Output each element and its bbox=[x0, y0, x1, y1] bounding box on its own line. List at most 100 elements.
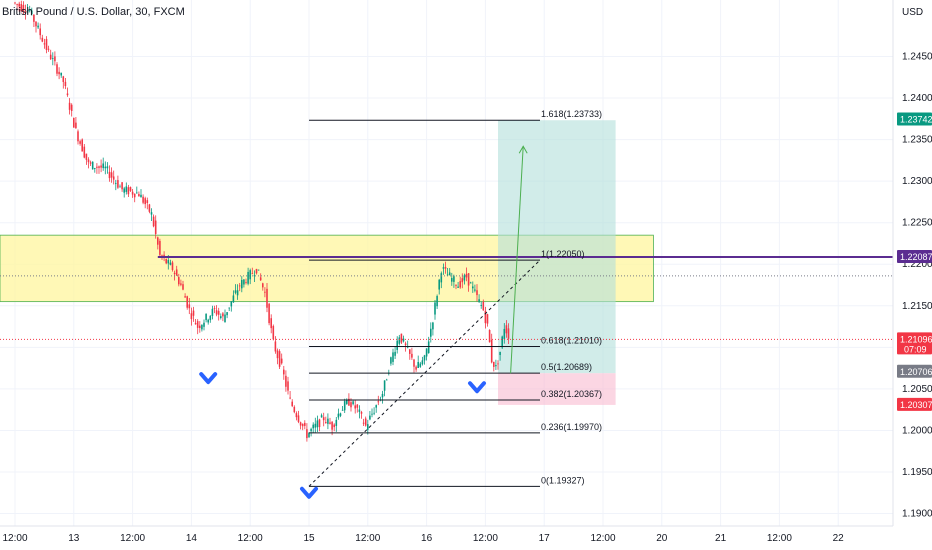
price-tick-label: 1.19500 bbox=[902, 467, 932, 478]
price-badge-label: 1.21096 bbox=[900, 334, 932, 344]
candle-body bbox=[68, 102, 71, 110]
candle-body bbox=[488, 330, 491, 343]
candle-body bbox=[358, 409, 361, 412]
candle-body bbox=[394, 351, 396, 356]
candle-body bbox=[285, 375, 287, 387]
fib-level-label: 1(1.22050) bbox=[541, 249, 585, 259]
candle-body bbox=[102, 163, 104, 169]
candle-body bbox=[184, 296, 186, 298]
candle-body bbox=[115, 182, 117, 184]
candle-body bbox=[436, 296, 438, 307]
candle-body bbox=[152, 216, 155, 227]
time-tick-label: 14 bbox=[186, 533, 198, 544]
time-tick-label: 12:00 bbox=[238, 533, 263, 544]
candle-body bbox=[54, 56, 56, 62]
candle-body bbox=[157, 237, 159, 245]
candle-body bbox=[335, 419, 338, 426]
candle-body bbox=[144, 198, 146, 205]
price-tick-label: 1.20500 bbox=[902, 384, 932, 395]
candle-body bbox=[154, 220, 157, 234]
candle-body bbox=[266, 288, 268, 308]
candle-body bbox=[291, 401, 293, 407]
candle-body bbox=[169, 262, 172, 265]
candle-body bbox=[209, 315, 212, 321]
candle-body bbox=[421, 360, 424, 365]
bottom-mark-icon bbox=[468, 381, 486, 394]
price-tick-label: 1.19000 bbox=[902, 509, 932, 520]
candle-body bbox=[243, 279, 245, 285]
time-tick-label: 21 bbox=[715, 533, 727, 544]
candle-body bbox=[472, 286, 474, 289]
time-tick-label: 22 bbox=[833, 533, 845, 544]
candle-body bbox=[438, 279, 440, 290]
candle-body bbox=[350, 402, 352, 408]
candle-body bbox=[423, 355, 426, 361]
candle-body bbox=[79, 141, 81, 144]
candle-body bbox=[251, 273, 254, 275]
candle-body bbox=[404, 343, 407, 346]
projection-arrow bbox=[510, 146, 524, 374]
price-badge-label: 1.22087 bbox=[900, 252, 932, 262]
candle-body bbox=[131, 191, 134, 195]
candle-body bbox=[203, 322, 205, 327]
candle-body bbox=[259, 277, 262, 281]
candle-body bbox=[127, 187, 130, 195]
candle-body bbox=[64, 81, 67, 87]
candle-body bbox=[417, 362, 419, 368]
candle-body bbox=[329, 422, 331, 424]
candle-body bbox=[465, 273, 468, 278]
candle-body bbox=[501, 336, 503, 348]
candle-body bbox=[56, 64, 58, 74]
candle-body bbox=[268, 303, 270, 324]
candle-body bbox=[480, 304, 482, 306]
candle-body bbox=[293, 406, 296, 413]
candle-body bbox=[337, 413, 340, 418]
candle-body bbox=[262, 283, 264, 288]
candle-body bbox=[238, 285, 241, 287]
candle-body bbox=[73, 117, 75, 128]
price-badge bbox=[897, 364, 932, 378]
price-badge-label: 1.23742 bbox=[900, 114, 932, 124]
candle-body bbox=[314, 423, 317, 428]
candle-body bbox=[385, 379, 388, 381]
candle-body bbox=[392, 352, 394, 362]
candle-body bbox=[318, 419, 321, 428]
candle-body bbox=[173, 272, 176, 275]
time-tick-label: 12:00 bbox=[767, 533, 792, 544]
candle-body bbox=[142, 196, 144, 203]
candle-body bbox=[442, 267, 445, 269]
candle-body bbox=[495, 365, 497, 367]
candle-body bbox=[299, 422, 302, 426]
candle-body bbox=[360, 412, 363, 414]
candle-body bbox=[41, 37, 44, 42]
candle-body bbox=[108, 171, 111, 179]
price-tick-label: 1.23500 bbox=[902, 135, 932, 146]
candle-body bbox=[486, 314, 489, 324]
candle-body bbox=[178, 277, 180, 285]
candle-body bbox=[182, 284, 184, 290]
candle-body bbox=[89, 162, 92, 164]
candle-body bbox=[146, 200, 149, 203]
price-tick-label: 1.22500 bbox=[902, 218, 932, 229]
candle-body bbox=[425, 348, 428, 357]
candle-body bbox=[213, 308, 216, 309]
candle-body bbox=[207, 319, 209, 323]
bottom-mark-icon bbox=[199, 372, 218, 385]
candle-body bbox=[459, 281, 461, 288]
candle-body bbox=[96, 166, 98, 168]
candle-body bbox=[430, 328, 432, 337]
candle-body bbox=[320, 415, 323, 418]
candle-body bbox=[272, 326, 275, 340]
time-tick-label: 12:00 bbox=[473, 533, 498, 544]
candle-body bbox=[451, 278, 453, 282]
chart-title: British Pound / U.S. Dollar, 30, FXCM bbox=[2, 6, 185, 18]
candle-body bbox=[234, 290, 237, 293]
candle-body bbox=[14, 2, 16, 4]
candle-body bbox=[257, 269, 260, 271]
candle-body bbox=[497, 363, 499, 365]
candle-body bbox=[276, 350, 279, 359]
candle-body bbox=[390, 357, 392, 364]
candle-body bbox=[356, 404, 359, 408]
candle-body bbox=[253, 275, 256, 277]
